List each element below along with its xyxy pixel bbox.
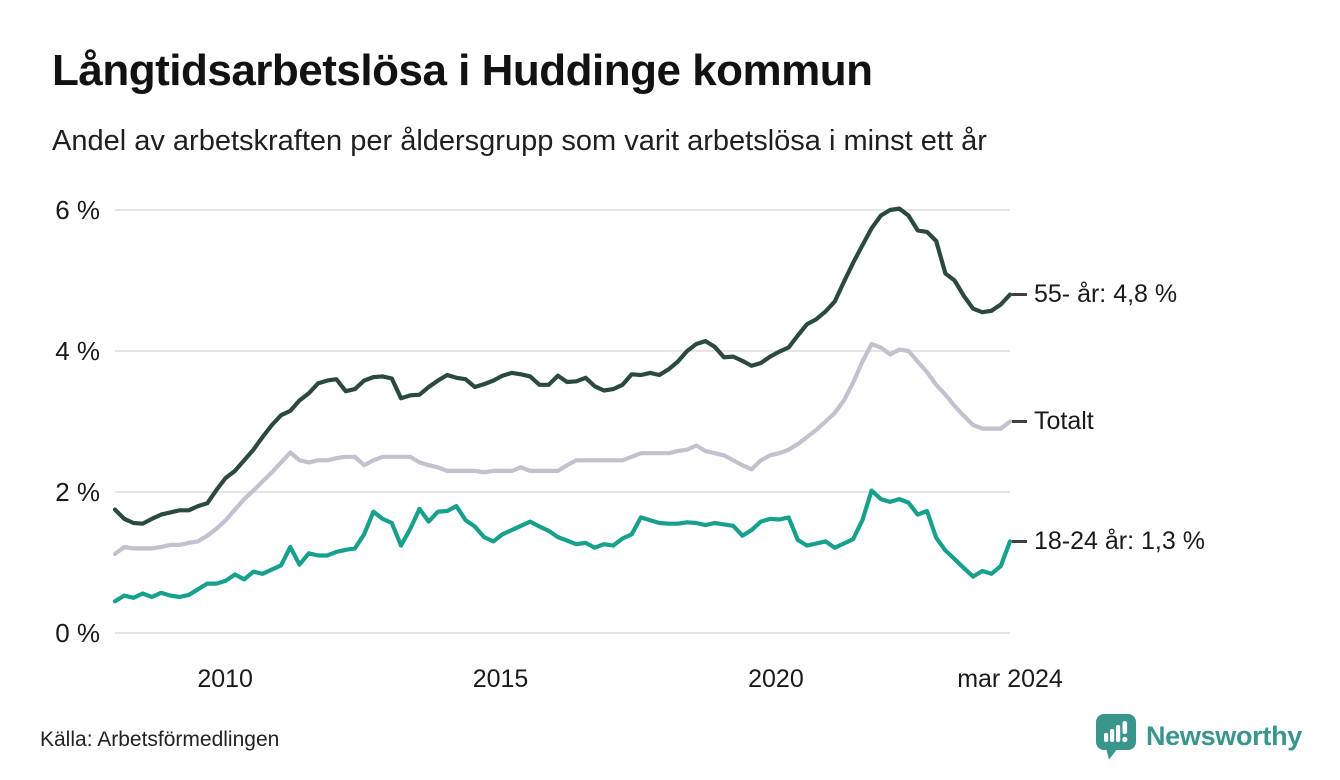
page-subtitle: Andel av arbetskraften per åldersgrupp s… — [52, 125, 987, 157]
page-title: Långtidsarbetslösa i Huddinge kommun — [52, 46, 873, 95]
series-line-18-24-ar — [112, 488, 1013, 604]
newsworthy-bubble-chart-icon — [1095, 714, 1136, 760]
newsworthy-logo: Newsworthy — [1095, 713, 1302, 760]
series-line-totalt — [112, 341, 1013, 557]
x-tick-label: 2015 — [473, 665, 529, 693]
x-tick-label: 2010 — [197, 665, 253, 693]
legend-item-55-ar: 55- år: 4,8 % — [1012, 280, 1177, 310]
series-line-55-ar — [112, 206, 1013, 526]
legend-label-totalt: Totalt — [1034, 407, 1094, 435]
x-tick-label: 2020 — [748, 665, 804, 693]
y-tick-label: 2 % — [55, 477, 100, 507]
legend-item-18-24-ar: 18-24 år: 1,3 % — [1012, 526, 1205, 556]
legend-tick-totalt — [1012, 420, 1027, 423]
newsworthy-wordmark: Newsworthy — [1145, 721, 1302, 751]
y-tick-label: 6 % — [55, 195, 100, 225]
y-tick-label: 0 % — [55, 618, 100, 648]
y-tick-label: 4 % — [55, 336, 100, 366]
x-tick-label: mar 2024 — [957, 665, 1063, 693]
source-note: Källa: Arbetsförmedlingen — [40, 728, 280, 751]
legend-item-totalt: Totalt — [1012, 407, 1094, 437]
legend-tick-55-ar — [1012, 293, 1027, 297]
legend-label-18-24-ar: 18-24 år: 1,3 % — [1034, 526, 1205, 555]
legend-label-55-ar: 55- år: 4,8 % — [1034, 280, 1178, 309]
legend-tick-18-24-ar — [1012, 539, 1027, 543]
